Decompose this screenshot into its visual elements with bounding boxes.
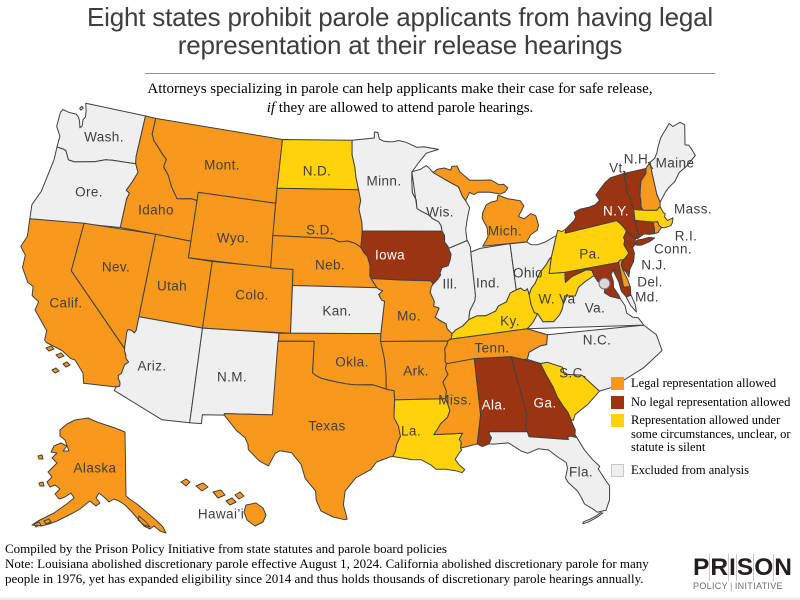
svg-text:Mo.: Mo. bbox=[397, 309, 421, 324]
svg-text:Miss.: Miss. bbox=[438, 393, 472, 408]
svg-text:N.H.: N.H. bbox=[624, 152, 653, 167]
svg-text:R.I.: R.I. bbox=[675, 229, 698, 244]
svg-text:Wash.: Wash. bbox=[84, 130, 124, 145]
svg-text:N.D.: N.D. bbox=[303, 164, 332, 179]
svg-text:Utah: Utah bbox=[157, 279, 187, 294]
svg-text:Vt.: Vt. bbox=[609, 161, 627, 176]
svg-text:S.D.: S.D. bbox=[306, 223, 334, 238]
svg-text:Ky.: Ky. bbox=[500, 314, 520, 329]
svg-text:S.C.: S.C. bbox=[559, 366, 587, 381]
svg-text:Conn.: Conn. bbox=[654, 242, 692, 257]
svg-text:Tenn.: Tenn. bbox=[474, 341, 509, 356]
svg-text:Iowa: Iowa bbox=[375, 248, 405, 263]
svg-text:Ark.: Ark. bbox=[403, 364, 429, 379]
svg-text:N.C.: N.C. bbox=[583, 333, 612, 348]
svg-text:Mass.: Mass. bbox=[674, 202, 712, 217]
svg-text:Mont.: Mont. bbox=[204, 158, 240, 173]
svg-text:Ala.: Ala. bbox=[482, 398, 507, 413]
svg-text:N.Y.: N.Y. bbox=[603, 204, 629, 219]
svg-text:N.M.: N.M. bbox=[217, 370, 247, 385]
svg-text:Idaho: Idaho bbox=[138, 203, 174, 218]
svg-text:Kan.: Kan. bbox=[322, 304, 351, 319]
svg-text:Maine: Maine bbox=[656, 156, 695, 171]
svg-text:Texas: Texas bbox=[308, 419, 345, 434]
svg-text:Hawai’i: Hawai’i bbox=[198, 507, 244, 522]
svg-text:La.: La. bbox=[401, 424, 421, 439]
svg-text:Va.: Va. bbox=[585, 301, 605, 316]
svg-text:Neb.: Neb. bbox=[315, 258, 345, 273]
svg-text:Calif.: Calif. bbox=[49, 296, 82, 311]
svg-text:Ga.: Ga. bbox=[534, 396, 557, 411]
svg-text:Fla.: Fla. bbox=[569, 465, 593, 480]
svg-text:Wyo.: Wyo. bbox=[217, 231, 249, 246]
svg-text:Nev.: Nev. bbox=[102, 260, 130, 275]
svg-text:Del.: Del. bbox=[637, 275, 663, 290]
svg-text:Ohio: Ohio bbox=[513, 266, 543, 281]
svg-text:Ind.: Ind. bbox=[476, 276, 500, 291]
svg-text:Mich.: Mich. bbox=[488, 224, 522, 239]
svg-text:Minn.: Minn. bbox=[366, 174, 401, 189]
svg-text:W. Va: W. Va bbox=[538, 292, 575, 307]
svg-text:Alaska: Alaska bbox=[74, 461, 117, 476]
svg-text:Okla.: Okla. bbox=[335, 355, 369, 370]
svg-text:Pa.: Pa. bbox=[579, 247, 600, 262]
svg-text:Md.: Md. bbox=[635, 290, 659, 305]
svg-text:Ariz.: Ariz. bbox=[138, 359, 167, 374]
svg-text:Ore.: Ore. bbox=[75, 185, 103, 200]
svg-text:Colo.: Colo. bbox=[235, 288, 269, 303]
svg-text:Ill.: Ill. bbox=[442, 277, 457, 292]
svg-text:N.J.: N.J. bbox=[641, 258, 667, 273]
svg-text:Wis.: Wis. bbox=[426, 205, 454, 220]
